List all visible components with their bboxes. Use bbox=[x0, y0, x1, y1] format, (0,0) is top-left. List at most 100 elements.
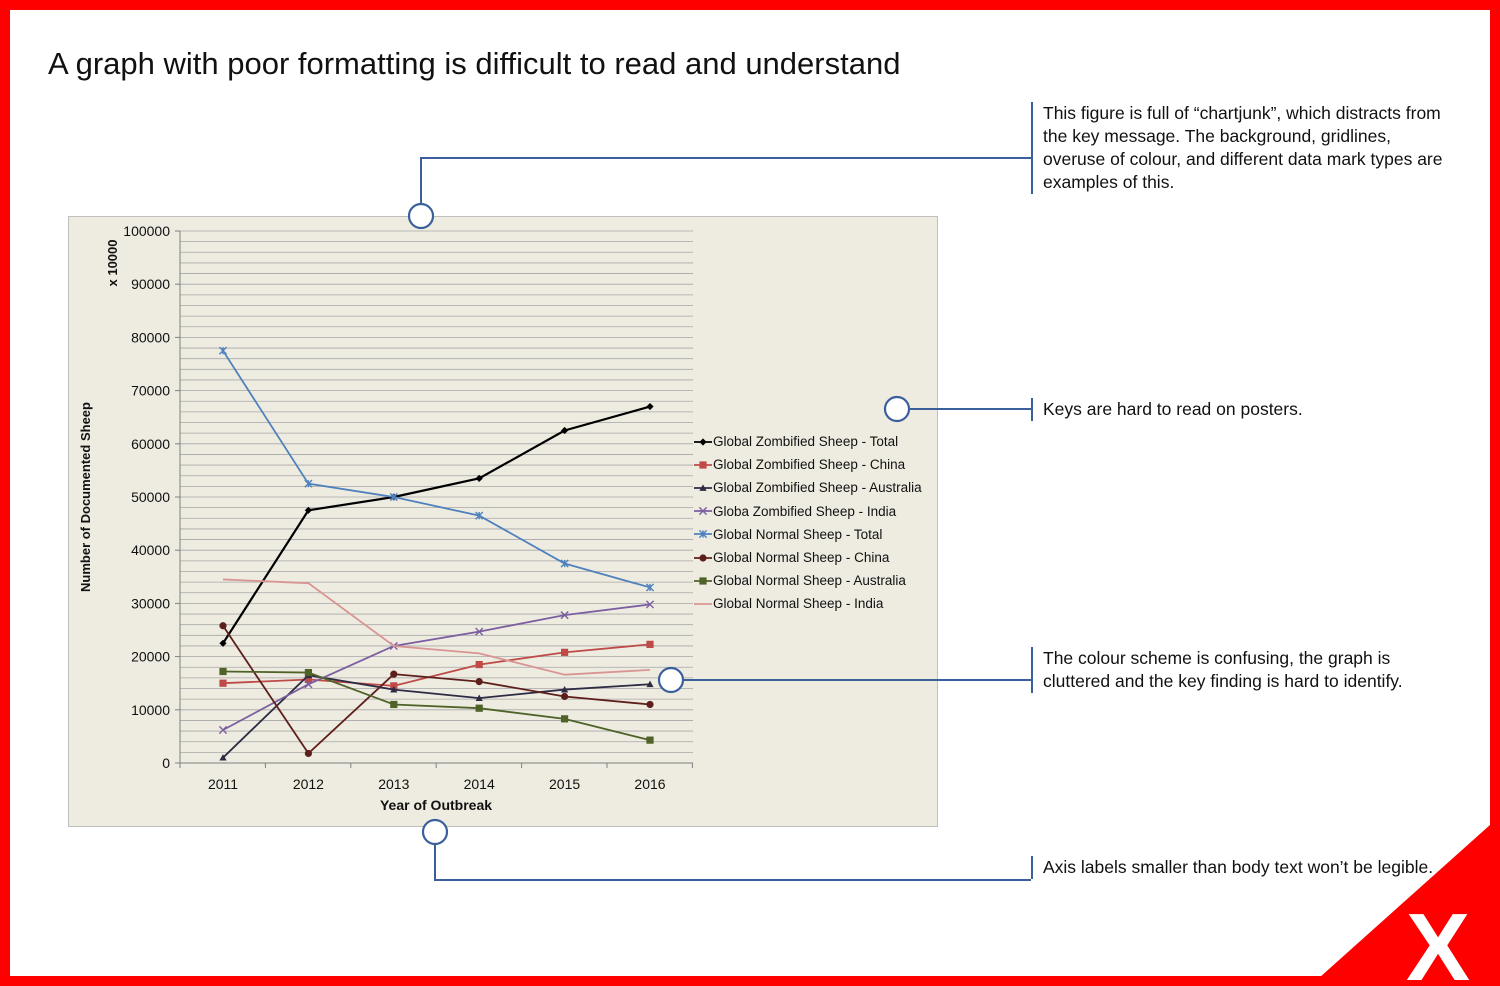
chart-labels: 0 10000 20000 30000 40000 50000 60000 70000 8000… bbox=[78, 223, 666, 813]
legend-label: Global Normal Sheep - Total bbox=[713, 526, 883, 542]
callout-colour-scheme: The colour scheme is confusing, the grap… bbox=[1031, 647, 1443, 693]
data-point bbox=[390, 682, 398, 690]
legend-label: Global Zombified Sheep - Australia bbox=[713, 480, 922, 496]
data-point bbox=[561, 426, 569, 435]
series-1 bbox=[219, 640, 654, 690]
data-point bbox=[304, 506, 312, 514]
callout-axis-labels: Axis labels smaller than body text won’t… bbox=[1031, 856, 1443, 879]
series-0 bbox=[219, 402, 654, 647]
legend-swatch bbox=[694, 575, 712, 587]
legend-label: Global Zombified Sheep - China bbox=[713, 457, 906, 473]
data-point bbox=[219, 639, 227, 647]
series-4 bbox=[218, 346, 655, 592]
series-line bbox=[222, 670, 651, 741]
data-point bbox=[561, 685, 569, 693]
y-tick-label: 90000 bbox=[131, 276, 170, 292]
chart-series bbox=[218, 346, 655, 761]
callout-text: Keys are hard to read on posters. bbox=[1043, 399, 1303, 419]
series-line bbox=[222, 625, 651, 755]
data-point bbox=[218, 346, 228, 355]
data-point bbox=[475, 511, 484, 520]
data-point bbox=[646, 402, 654, 411]
legend-label: Global Normal Sheep - China bbox=[713, 550, 890, 566]
y-tick-label: 70000 bbox=[131, 383, 170, 399]
data-point bbox=[304, 668, 312, 677]
x-tick-label: 2016 bbox=[634, 776, 665, 792]
legend-item: Global Zombified Sheep - Total bbox=[694, 430, 922, 453]
y-axis-unit-label: x 10000 bbox=[105, 240, 120, 287]
legend-item: Global Normal Sheep - Total bbox=[694, 523, 922, 546]
data-point bbox=[304, 680, 313, 689]
data-point bbox=[560, 559, 569, 568]
y-axis-title: Number of Documented Sheep bbox=[78, 402, 93, 592]
data-point bbox=[219, 679, 227, 687]
data-point bbox=[646, 736, 654, 744]
legend-marker bbox=[699, 553, 707, 562]
callout-circle bbox=[883, 395, 911, 423]
data-point bbox=[219, 622, 227, 630]
callout-circle bbox=[657, 666, 685, 694]
x-tick-label: 2014 bbox=[464, 776, 495, 792]
series-6 bbox=[219, 667, 654, 744]
callout-chartjunk: This figure is full of “chartjunk”, whic… bbox=[1031, 102, 1443, 194]
chart-gridlines bbox=[180, 230, 693, 764]
series-line bbox=[222, 674, 651, 759]
legend-item: Global Normal Sheep - China bbox=[694, 546, 922, 569]
callout-circle bbox=[407, 202, 435, 230]
legend-swatch bbox=[694, 598, 712, 610]
legend-label: Global Normal Sheep - Australia bbox=[713, 573, 906, 589]
y-tick-label: 10000 bbox=[131, 702, 170, 718]
callout-text: This figure is full of “chartjunk”, whic… bbox=[1043, 103, 1443, 192]
data-point bbox=[475, 474, 483, 482]
legend-marker bbox=[699, 461, 707, 469]
data-point bbox=[646, 640, 654, 648]
y-tick-label: 40000 bbox=[131, 542, 170, 558]
data-point bbox=[218, 725, 228, 735]
data-point bbox=[475, 678, 483, 686]
data-point bbox=[390, 685, 398, 693]
y-tick-label: 30000 bbox=[131, 595, 170, 611]
series-line bbox=[222, 405, 651, 644]
x-tick-label: 2015 bbox=[549, 776, 580, 792]
legend-swatch bbox=[694, 482, 712, 494]
y-tick-label: 80000 bbox=[131, 329, 170, 345]
callout-connectors bbox=[407, 157, 1031, 881]
y-tick-label: 50000 bbox=[131, 489, 170, 505]
legend-marker bbox=[699, 437, 707, 446]
data-point bbox=[561, 648, 569, 656]
legend-swatch bbox=[694, 459, 712, 471]
x-tick-label: 2012 bbox=[293, 776, 324, 792]
legend-swatch bbox=[694, 436, 712, 448]
chart-legend: Global Zombified Sheep - Total Global Zom… bbox=[694, 430, 922, 616]
data-point bbox=[646, 700, 654, 709]
callout-circle bbox=[421, 818, 449, 846]
data-point bbox=[646, 680, 654, 688]
callout-keys: Keys are hard to read on posters. bbox=[1031, 398, 1443, 421]
chart-axes bbox=[175, 230, 693, 768]
y-tick-label: 20000 bbox=[131, 649, 170, 665]
series-line bbox=[222, 603, 651, 731]
x-tick-label: 2011 bbox=[208, 776, 238, 792]
y-tick-label: 60000 bbox=[131, 436, 170, 452]
data-point bbox=[560, 611, 569, 620]
x-mark-icon: X bbox=[1406, 894, 1470, 986]
legend-item: Global Zombified Sheep - Australia bbox=[694, 476, 922, 499]
data-point bbox=[645, 600, 655, 609]
data-point bbox=[304, 675, 312, 684]
series-line bbox=[222, 350, 651, 589]
callout-text: The colour scheme is confusing, the grap… bbox=[1043, 648, 1403, 691]
callout-text: Axis labels smaller than body text won’t… bbox=[1043, 857, 1434, 877]
series-5 bbox=[219, 622, 654, 758]
data-point bbox=[389, 492, 398, 502]
legend-item: Global Normal Sheep - India bbox=[694, 592, 922, 615]
legend-swatch bbox=[694, 505, 712, 517]
data-point bbox=[390, 670, 398, 678]
legend-marker bbox=[699, 484, 707, 491]
data-point bbox=[561, 692, 569, 701]
data-point bbox=[219, 667, 227, 676]
series-line bbox=[222, 643, 651, 687]
legend-label: Global Zombified Sheep - Total bbox=[713, 434, 899, 450]
data-point bbox=[475, 660, 483, 669]
legend-label: Global Normal Sheep - India bbox=[713, 596, 884, 612]
